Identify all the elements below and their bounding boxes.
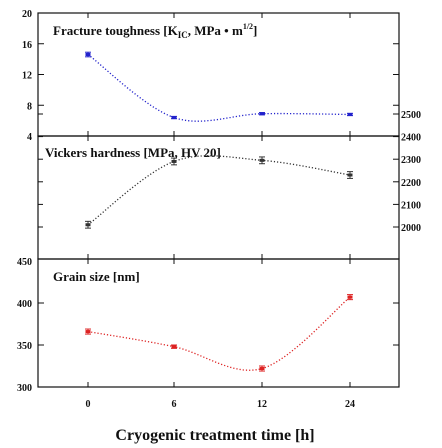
panel-title-grain-size: Grain size [nm] bbox=[53, 269, 140, 284]
y-tick-label-right: 2100 bbox=[401, 200, 421, 211]
chart-marks: 4 8 12 16 20 2000 2100 2200 2300 2400 2500 300 350 40… bbox=[17, 9, 421, 410]
x-axis-title: Cryogenic treatment time [h] bbox=[115, 427, 314, 444]
y-tick-label-left: 300 bbox=[17, 383, 32, 394]
y-tick-label-left: 350 bbox=[17, 341, 32, 352]
panel-title-vickers-hardness: Vickers hardness [MPa, HV 20] bbox=[45, 145, 221, 160]
data-point bbox=[171, 159, 177, 163]
y-tick-label-left: 8 bbox=[27, 101, 32, 112]
y-tick-label-left: 4 bbox=[27, 132, 32, 143]
data-point bbox=[347, 295, 353, 299]
series-curve bbox=[87, 155, 351, 226]
x-tick-label: 6 bbox=[172, 399, 177, 410]
series-curve bbox=[87, 296, 351, 371]
y-tick-label-right: 2300 bbox=[401, 155, 421, 166]
panel-grain-size-frame bbox=[37, 258, 400, 388]
y-tick-label-right: 2000 bbox=[401, 223, 421, 234]
x-tick-label: 24 bbox=[345, 399, 355, 410]
data-point bbox=[85, 53, 91, 57]
data-point bbox=[259, 367, 265, 371]
y-tick-label-right: 2400 bbox=[401, 133, 421, 144]
y-tick-label-left: 16 bbox=[22, 40, 32, 51]
y-tick-label-right: 2500 bbox=[401, 110, 421, 121]
y-tick-label-left: 400 bbox=[17, 299, 32, 310]
panel-title-fracture-toughness: Fracture toughness [KIC, MPa • m1/2] bbox=[53, 22, 257, 40]
series-curve bbox=[87, 53, 351, 122]
data-point bbox=[259, 112, 265, 116]
data-point bbox=[347, 112, 353, 116]
y-tick-label-left: 20 bbox=[22, 9, 32, 20]
y-tick-label-left: 12 bbox=[22, 71, 32, 82]
data-point bbox=[171, 345, 177, 349]
data-point bbox=[259, 158, 265, 162]
y-tick-label-left: 450 bbox=[17, 257, 32, 268]
x-tick-label: 12 bbox=[257, 399, 267, 410]
data-point bbox=[347, 173, 353, 177]
data-point bbox=[85, 223, 91, 227]
x-tick-label: 0 bbox=[86, 399, 91, 410]
data-point bbox=[85, 330, 91, 334]
data-point bbox=[171, 116, 177, 120]
y-tick-label-right: 2200 bbox=[401, 178, 421, 189]
